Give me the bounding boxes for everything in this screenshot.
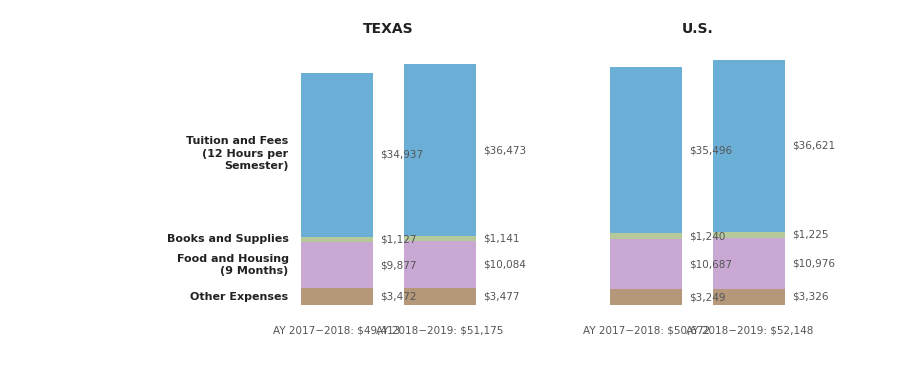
Text: $9,877: $9,877 — [381, 260, 417, 270]
Bar — [610, 233, 682, 239]
Text: $36,621: $36,621 — [793, 141, 836, 151]
Text: $10,687: $10,687 — [689, 259, 733, 269]
Text: $1,141: $1,141 — [483, 233, 520, 243]
Text: AY 2018−2019: $51,175: AY 2018−2019: $51,175 — [376, 326, 504, 336]
Text: $3,477: $3,477 — [483, 291, 520, 301]
Text: U.S.: U.S. — [682, 22, 714, 36]
Text: AY 2018−2019: $52,148: AY 2018−2019: $52,148 — [686, 326, 813, 336]
Text: $36,473: $36,473 — [483, 145, 526, 155]
Bar — [301, 288, 374, 305]
Bar — [301, 73, 374, 237]
Text: $35,496: $35,496 — [689, 145, 733, 155]
Text: Tuition and Fees
(12 Hours per
Semester): Tuition and Fees (12 Hours per Semester) — [186, 136, 289, 171]
Bar — [404, 288, 476, 305]
Bar — [713, 232, 786, 238]
Bar — [713, 289, 786, 305]
Bar — [404, 241, 476, 288]
Text: $1,127: $1,127 — [381, 235, 417, 244]
Bar — [610, 239, 682, 289]
Text: TEXAS: TEXAS — [364, 22, 414, 36]
Bar — [610, 289, 682, 305]
Bar — [301, 242, 374, 288]
Text: $1,240: $1,240 — [689, 231, 726, 241]
Text: Other Expenses: Other Expenses — [191, 291, 289, 301]
Text: $3,326: $3,326 — [793, 292, 829, 302]
Text: Books and Supplies: Books and Supplies — [166, 235, 289, 244]
Bar — [301, 237, 374, 242]
Text: $3,472: $3,472 — [381, 291, 417, 301]
Bar — [610, 67, 682, 233]
Text: AY 2017−2018: $50,672: AY 2017−2018: $50,672 — [582, 326, 710, 336]
Text: $34,937: $34,937 — [381, 150, 424, 160]
Text: $10,084: $10,084 — [483, 260, 526, 270]
Text: $10,976: $10,976 — [793, 258, 835, 268]
Text: $1,225: $1,225 — [793, 229, 829, 240]
Bar — [404, 64, 476, 236]
Bar — [404, 236, 476, 241]
Text: Food and Housing
(9 Months): Food and Housing (9 Months) — [176, 254, 289, 276]
Text: $3,249: $3,249 — [689, 292, 726, 302]
Bar — [713, 60, 786, 232]
Text: AY 2017−2018: $49,413: AY 2017−2018: $49,413 — [274, 326, 400, 336]
Bar — [713, 238, 786, 289]
